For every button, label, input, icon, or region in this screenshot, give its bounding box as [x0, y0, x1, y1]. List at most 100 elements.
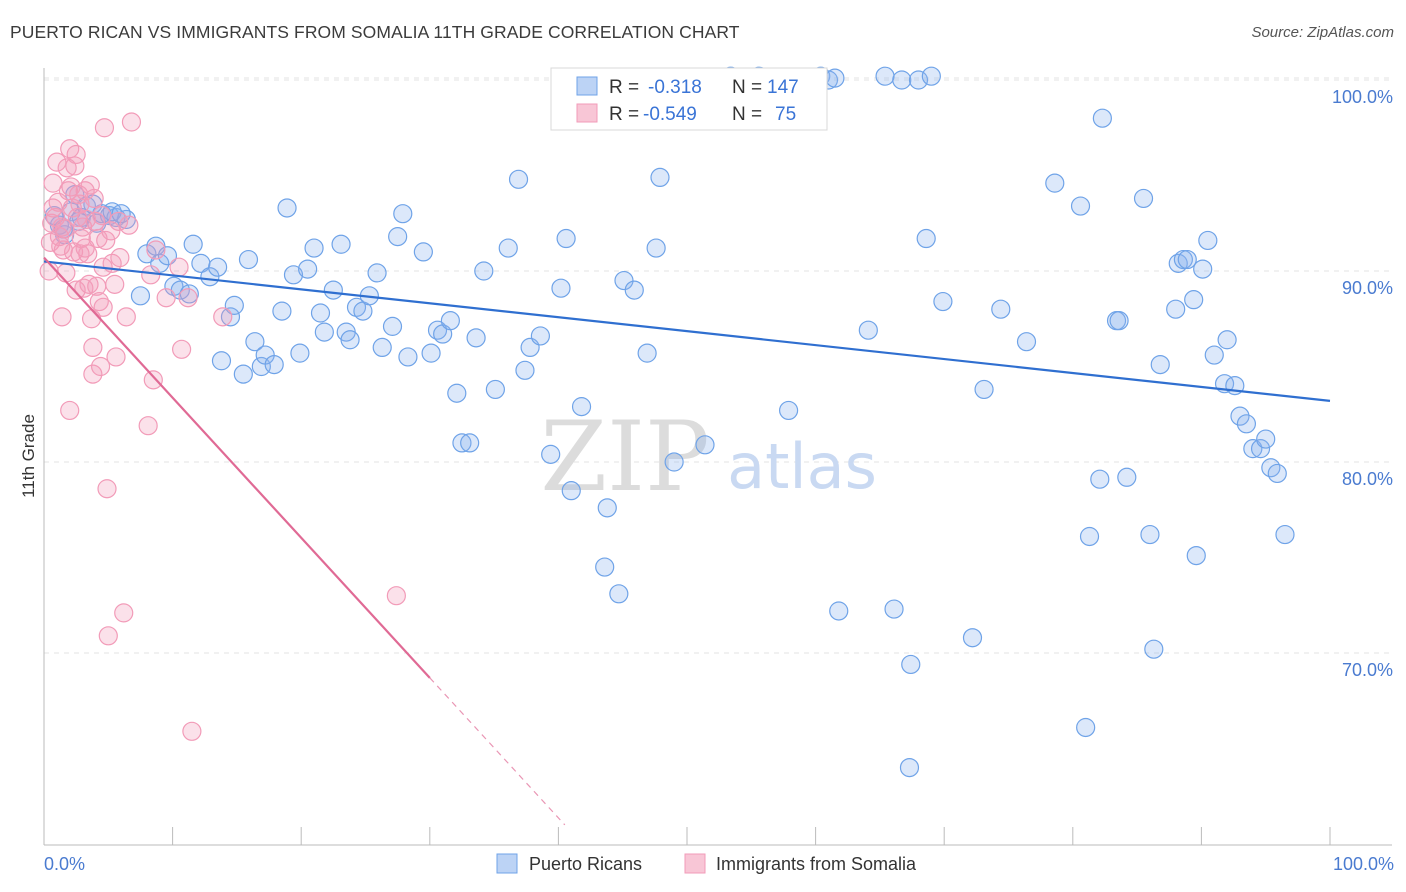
puerto-rican-point — [283, 265, 304, 285]
puerto-rican-point — [277, 198, 297, 218]
puerto-rican-point — [1150, 354, 1170, 375]
legend-r-label-1: R = — [609, 77, 639, 98]
source-label: Source: ZipAtlas.com — [1251, 24, 1394, 41]
puerto-rican-point — [314, 322, 334, 342]
puerto-rican-point — [474, 261, 494, 281]
puerto-rican-point — [1177, 249, 1197, 270]
somalia-point — [98, 626, 118, 646]
watermark-atlas: atlas — [727, 430, 877, 503]
somalia-point — [47, 152, 67, 172]
puerto-rican-point — [1140, 524, 1160, 545]
puerto-rican-point — [264, 354, 284, 375]
puerto-rican-point — [916, 228, 936, 249]
puerto-rican-point — [1076, 717, 1096, 738]
puerto-rican-point — [388, 227, 408, 247]
puerto-rican-point — [991, 299, 1011, 319]
legend-swatch-somalia — [576, 103, 598, 123]
puerto-rican-point — [1275, 524, 1295, 545]
series-legend-swatch-puerto-ricans — [496, 853, 518, 874]
puerto-rican-point — [962, 628, 983, 648]
y-tick-label: 80.0% — [1342, 469, 1393, 489]
puerto-rican-point — [157, 246, 178, 266]
puerto-rican-point — [530, 326, 550, 346]
puerto-ricans-trend-line — [43, 260, 1331, 402]
somalia-point — [119, 215, 139, 235]
puerto-rican-point — [298, 259, 318, 279]
puerto-rican-point — [933, 291, 953, 312]
puerto-rican-point — [233, 364, 253, 384]
legend-r-value-1: -0.318 — [648, 77, 702, 98]
somalia-point — [146, 240, 166, 260]
puerto-rican-point — [556, 228, 576, 249]
puerto-rican-point — [1117, 467, 1137, 487]
series-legend: Puerto Ricans Immigrants from Somalia — [496, 853, 917, 874]
somalia-point — [138, 416, 158, 436]
puerto-rican-point — [1144, 639, 1164, 659]
puerto-rican-point — [1186, 545, 1206, 566]
puerto-rican-point — [875, 66, 895, 86]
puerto-rican-point — [208, 257, 228, 277]
puerto-rican-point — [1267, 463, 1287, 484]
puerto-rican-point — [899, 757, 920, 778]
puerto-rican-point — [382, 316, 403, 336]
x-axis-ticks — [43, 827, 1331, 845]
puerto-rican-point — [778, 400, 799, 421]
puerto-rican-point — [515, 360, 535, 380]
somalia-point — [83, 337, 103, 357]
puerto-rican-point — [460, 433, 480, 453]
puerto-rican-point — [1204, 345, 1224, 365]
puerto-rican-point — [290, 343, 310, 363]
puerto-rican-point — [1236, 414, 1257, 434]
somalia-point — [57, 158, 77, 178]
somalia-point — [56, 263, 76, 283]
legend-n-label-1: N = — [732, 77, 762, 98]
puerto-rican-point — [452, 433, 472, 453]
puerto-rican-point — [367, 263, 387, 283]
somalia-point — [70, 244, 90, 264]
puerto-rican-point — [664, 452, 684, 472]
puerto-rican-point — [1256, 429, 1276, 449]
somalia-point — [94, 118, 115, 138]
series-legend-somalia: Immigrants from Somalia — [716, 854, 917, 874]
trend-lines — [43, 256, 1331, 826]
puerto-rican-point — [974, 379, 994, 400]
puerto-rican-point — [901, 654, 921, 675]
series-legend-swatch-somalia — [684, 853, 706, 874]
somalia-point — [178, 288, 198, 308]
puerto-rican-point — [111, 204, 131, 224]
puerto-rican-point — [637, 343, 657, 363]
somalia-point — [66, 144, 86, 165]
y-tick-label: 90.0% — [1342, 278, 1393, 298]
puerto-rican-point — [646, 238, 666, 258]
puerto-rican-point — [1217, 330, 1237, 350]
puerto-rican-point — [595, 557, 615, 577]
somalia-point — [101, 221, 121, 241]
somalia-point — [60, 400, 80, 421]
legend-swatch-puerto-ricans — [576, 76, 598, 96]
y-tick-label: 70.0% — [1342, 660, 1393, 680]
chart-title: PUERTO RICAN VS IMMIGRANTS FROM SOMALIA … — [10, 22, 740, 42]
puerto-rican-point — [858, 320, 878, 340]
puerto-rican-point — [1016, 332, 1037, 352]
x-tick-label-max: 100.0% — [1333, 854, 1394, 874]
legend-r-label-2: R = — [609, 104, 639, 125]
puerto-rican-point — [597, 498, 617, 518]
puerto-rican-point — [571, 397, 592, 417]
somalia-point — [92, 206, 112, 226]
puerto-rican-point — [1184, 290, 1204, 310]
somalia-point — [213, 307, 233, 327]
puerto-rican-point — [1243, 439, 1263, 459]
somalia-trend-extension — [429, 677, 566, 826]
puerto-rican-point — [447, 383, 467, 403]
puerto-rican-point — [921, 66, 941, 86]
puerto-rican-point — [372, 337, 392, 357]
somalia-point — [116, 307, 136, 327]
somalia-point — [169, 257, 189, 277]
puerto-rican-point — [272, 301, 292, 321]
puerto-rican-point — [224, 295, 244, 315]
somalia-point — [43, 173, 63, 193]
somalia-point — [143, 370, 163, 390]
puerto-rican-point — [1092, 108, 1112, 128]
puerto-rican-point — [884, 599, 904, 619]
somalia-point — [182, 721, 202, 741]
